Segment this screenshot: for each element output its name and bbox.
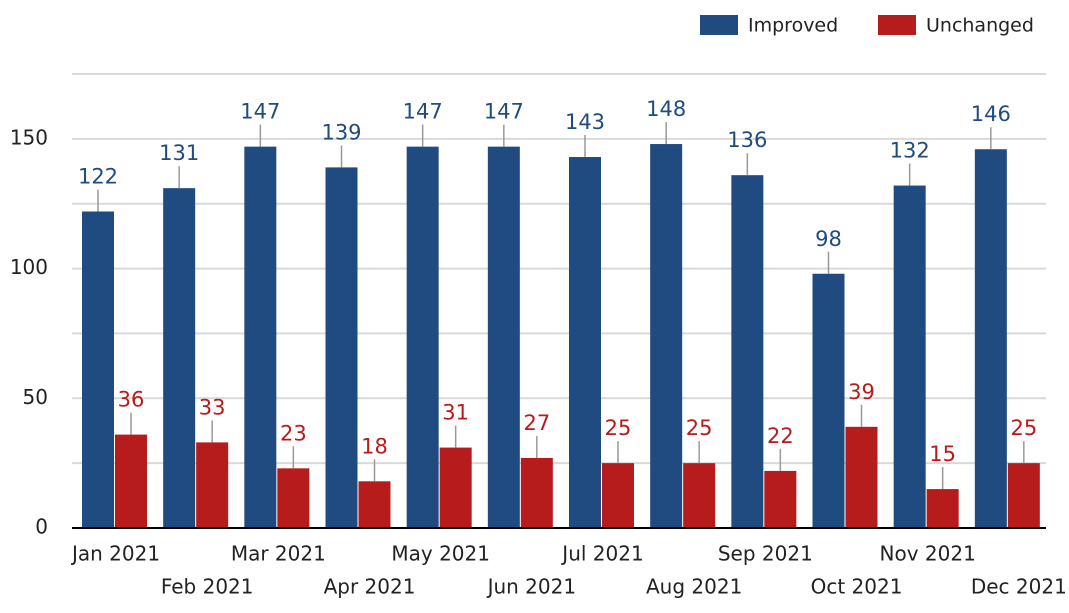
x-tick-label: Dec 2021: [971, 575, 1067, 599]
bar: [325, 167, 358, 528]
bar: [764, 470, 797, 528]
legend-label: Improved: [748, 15, 838, 37]
x-tick-label: Mar 2021: [231, 542, 326, 566]
data-label: 146: [971, 102, 1011, 126]
y-tick-label: 50: [23, 385, 48, 409]
x-tick-label: May 2021: [391, 542, 490, 566]
data-label: 139: [321, 120, 361, 144]
data-label: 147: [240, 100, 280, 124]
bar: [650, 144, 683, 528]
data-label: 148: [646, 97, 686, 121]
legend-swatch: [700, 15, 738, 35]
x-tick-label: Jun 2021: [486, 575, 577, 599]
data-label: 122: [78, 164, 118, 188]
data-label: 132: [890, 139, 930, 163]
data-label: 147: [403, 100, 443, 124]
data-label: 36: [118, 388, 145, 412]
bar: [845, 426, 878, 528]
bar: [520, 457, 553, 528]
y-tick-label: 100: [10, 255, 48, 279]
x-tick-label: Sep 2021: [718, 542, 813, 566]
data-label: 136: [727, 128, 767, 152]
bar: [163, 188, 196, 529]
data-label: 39: [848, 380, 875, 404]
data-label: 143: [565, 110, 605, 134]
bar: [406, 146, 439, 528]
bar: [731, 175, 764, 529]
bar: [196, 442, 229, 528]
bar: [1007, 463, 1040, 528]
y-tick-label: 0: [35, 515, 48, 539]
data-label: 98: [815, 227, 842, 251]
legend-label: Unchanged: [926, 15, 1034, 37]
bar: [82, 211, 114, 529]
bar: [487, 146, 520, 528]
data-label: 31: [442, 401, 469, 425]
x-tick-label: Apr 2021: [324, 575, 416, 599]
data-label: 15: [929, 442, 956, 466]
data-label: 22: [767, 424, 794, 448]
y-tick-label: 150: [10, 125, 48, 149]
bar: [569, 157, 601, 528]
bar: [115, 434, 147, 528]
bar: [974, 149, 1007, 528]
data-label: 147: [484, 100, 524, 124]
data-label: 25: [605, 416, 632, 440]
bar: [812, 273, 845, 528]
bar: [683, 463, 716, 528]
data-label: 33: [199, 395, 226, 419]
data-label: 131: [159, 141, 199, 165]
x-tick-label: Jan 2021: [70, 542, 160, 566]
bar: [893, 185, 926, 528]
bar: [277, 468, 310, 528]
bar: [602, 463, 634, 528]
legend-swatch: [878, 15, 916, 35]
data-label: 27: [523, 411, 550, 435]
bar: [926, 489, 959, 528]
data-label: 25: [1010, 416, 1037, 440]
x-tick-label: Jul 2021: [560, 542, 643, 566]
x-tick-label: Feb 2021: [161, 575, 254, 599]
bar: [439, 447, 472, 528]
bar: [244, 146, 277, 528]
data-label: 25: [686, 416, 713, 440]
x-tick-label: Oct 2021: [811, 575, 903, 599]
data-label: 18: [361, 434, 388, 458]
bar: [358, 481, 391, 528]
x-tick-label: Nov 2021: [880, 542, 976, 566]
data-label: 23: [280, 421, 307, 445]
x-tick-label: Aug 2021: [646, 575, 742, 599]
